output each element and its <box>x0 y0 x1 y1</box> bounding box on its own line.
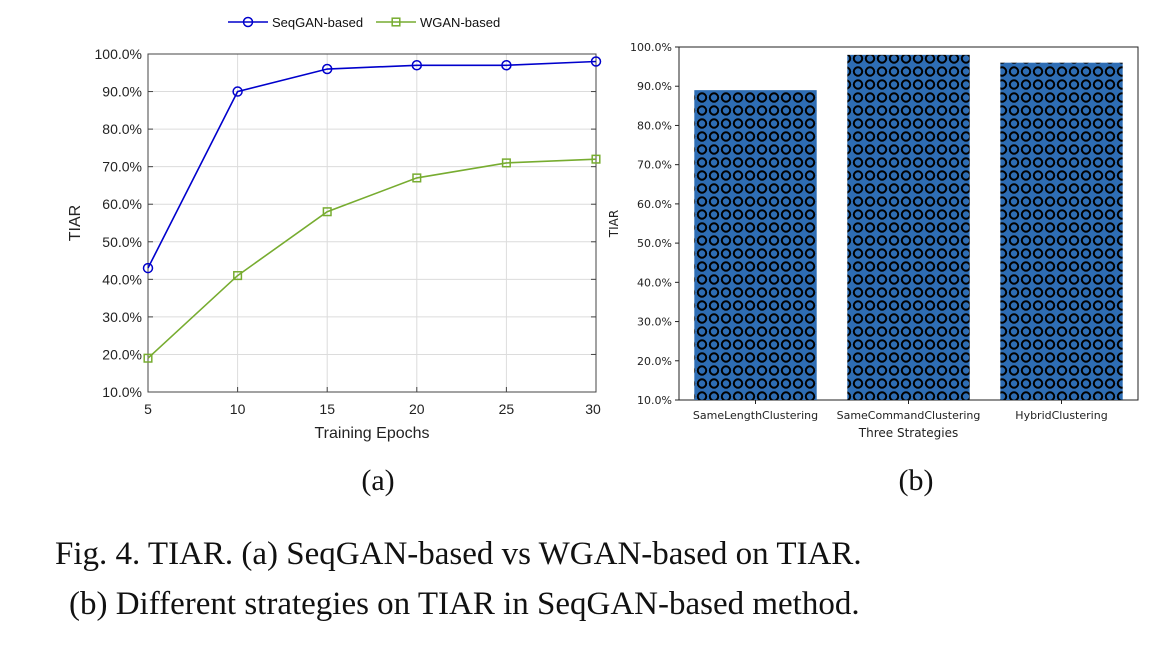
figure-caption-line-2: (b) Different strategies on TIAR in SeqG… <box>69 586 860 622</box>
a-y-tick-label: 60.0% <box>102 196 142 212</box>
b-y-tick-label: 60.0% <box>637 198 672 211</box>
a-series-line-1 <box>147 158 597 359</box>
b-y-tick-label: 90.0% <box>637 80 672 93</box>
figure-caption-line-1: Fig. 4. TIAR. (a) SeqGAN-based vs WGAN-b… <box>55 536 862 572</box>
a-series-point-1 <box>501 158 511 168</box>
a-y-tick-labels: 10.0% 20.0% 30.0% 40.0% 50.0% 60.0% 70.0% 80.0%… <box>95 46 596 400</box>
a-x-tick-labels: 5 10 15 20 25 30 <box>144 387 601 417</box>
a-series-point-0 <box>501 60 512 71</box>
b-y-tick-label: 70.0% <box>637 159 672 172</box>
a-series-point-0 <box>411 60 423 71</box>
a-series-point-1 <box>591 154 601 164</box>
legend-label-0: SeqGAN-based <box>272 15 363 30</box>
a-x-tick-label: 5 <box>144 401 152 417</box>
a-y-axis-label: TIAR <box>67 205 84 241</box>
a-y-tick-label: 50.0% <box>102 234 142 250</box>
legend-marker-0 <box>242 16 254 28</box>
b-bar-SameLengthClustering <box>694 90 817 401</box>
b-y-tick-label: 100.0% <box>630 41 672 54</box>
a-y-tick-label: 10.0% <box>102 384 142 400</box>
legend-marker-1 <box>391 17 401 27</box>
a-y-tick-label: 70.0% <box>102 159 142 175</box>
b-y-tick-label: 80.0% <box>637 119 672 132</box>
b-y-tick-label: 40.0% <box>637 276 672 289</box>
subfigure-label-b: (b) <box>899 464 934 497</box>
a-series-point-0 <box>590 56 602 67</box>
a-plot-frame <box>147 53 597 393</box>
b-y-tick-label: 30.0% <box>637 316 672 329</box>
a-y-tick-label: 40.0% <box>102 271 142 287</box>
b-bars <box>694 54 1123 401</box>
b-x-tick-label: HybridClustering <box>1015 409 1107 422</box>
b-y-tick-labels: 10.0% 20.0% 30.0% 40.0% 50.0% 60.0% 70.0% 80.0%… <box>630 41 679 407</box>
a-series-line-0 <box>147 60 597 269</box>
bar-chart-b: 10.0% 20.0% 30.0% 40.0% 50.0% 60.0% 70.0% 80.0%… <box>607 41 1139 497</box>
b-y-tick-label: 50.0% <box>637 237 672 250</box>
a-y-tick-label: 100.0% <box>95 46 142 62</box>
a-legend: SeqGAN-based WGAN-based <box>228 15 500 30</box>
a-y-tick-label: 20.0% <box>102 346 142 362</box>
b-x-tick-label: SameLengthClustering <box>693 409 818 422</box>
a-x-axis-label: Training Epochs <box>314 425 429 442</box>
a-series-point-1 <box>143 353 153 363</box>
a-x-tick-label: 10 <box>230 401 246 417</box>
a-series-point-0 <box>321 63 333 75</box>
a-x-tick-label: 30 <box>585 401 601 417</box>
a-x-tick-label: 25 <box>499 401 515 417</box>
b-x-axis-label: Three Strategies <box>858 426 958 440</box>
b-x-tick-labels: SameLengthClustering SameCommandClusterin… <box>693 400 1108 422</box>
a-y-tick-label: 30.0% <box>102 309 142 325</box>
subfigure-label-a: (a) <box>361 464 394 497</box>
legend-label-1: WGAN-based <box>420 15 500 30</box>
b-bar-SameCommandClustering <box>847 54 970 400</box>
b-y-tick-label: 10.0% <box>637 394 672 407</box>
a-x-tick-label: 20 <box>409 401 425 417</box>
a-gridlines <box>147 53 597 393</box>
b-bar-HybridClustering <box>1000 62 1123 400</box>
a-y-tick-label: 80.0% <box>102 121 142 137</box>
a-series-point-0 <box>232 86 243 97</box>
a-series-point-1 <box>322 207 332 217</box>
a-series-point-1 <box>412 173 422 183</box>
b-y-axis-label: TIAR <box>607 210 621 238</box>
a-x-tick-label: 15 <box>319 401 335 417</box>
a-series-point-1 <box>233 271 243 281</box>
a-y-tick-label: 90.0% <box>102 84 142 100</box>
a-series-layer <box>142 56 602 363</box>
line-chart-a: 10.0% 20.0% 30.0% 40.0% 50.0% 60.0% 70.0% 80.0%… <box>67 15 602 497</box>
b-y-tick-label: 20.0% <box>637 355 672 368</box>
a-series-point-0 <box>142 262 154 274</box>
b-x-tick-label: SameCommandClustering <box>837 409 981 422</box>
